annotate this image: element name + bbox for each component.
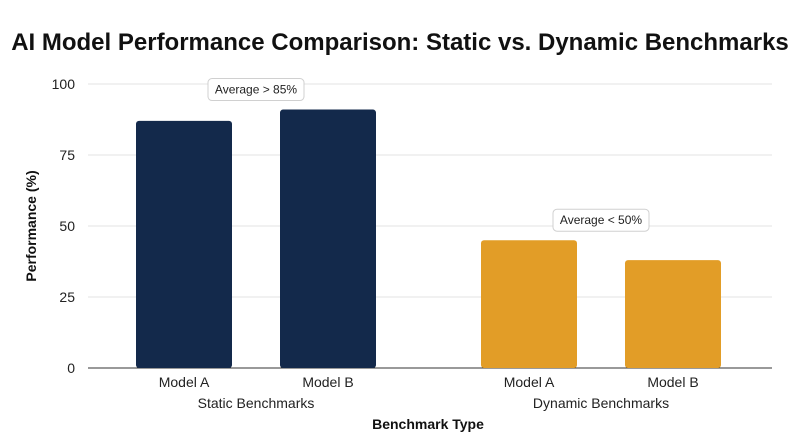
- x-category-label: Model B: [302, 374, 353, 390]
- annotation-label: Average < 50%: [560, 213, 643, 227]
- x-category-label: Model B: [647, 374, 698, 390]
- y-tick-label: 25: [59, 289, 75, 305]
- y-tick-label: 75: [59, 147, 75, 163]
- bar: [481, 240, 577, 368]
- x-category-label: Model A: [159, 374, 210, 390]
- x-group-label: Dynamic Benchmarks: [533, 395, 669, 411]
- y-axis-title: Performance (%): [23, 170, 39, 281]
- annotation-box: [552, 208, 650, 232]
- bar-layer: [136, 109, 721, 368]
- annotation-label: Average > 85%: [215, 83, 298, 97]
- label-layer: 0 25 50 75 100 Model A Model B Static Benchmark…: [52, 76, 699, 411]
- annotation-layer: Average > 85% Average < 50%: [207, 78, 650, 232]
- y-tick-label: 50: [59, 218, 75, 234]
- x-axis-title: Benchmark Type: [372, 416, 484, 432]
- x-group-label: Static Benchmarks: [198, 395, 315, 411]
- chart-title: AI Model Performance Comparison: Static …: [11, 29, 789, 56]
- annotation-box: [207, 78, 305, 102]
- bar: [280, 109, 376, 368]
- y-tick-label: 100: [52, 76, 76, 92]
- x-category-label: Model A: [504, 374, 555, 390]
- y-tick-label: 0: [67, 360, 75, 376]
- bar: [625, 260, 721, 368]
- bar: [136, 120, 232, 368]
